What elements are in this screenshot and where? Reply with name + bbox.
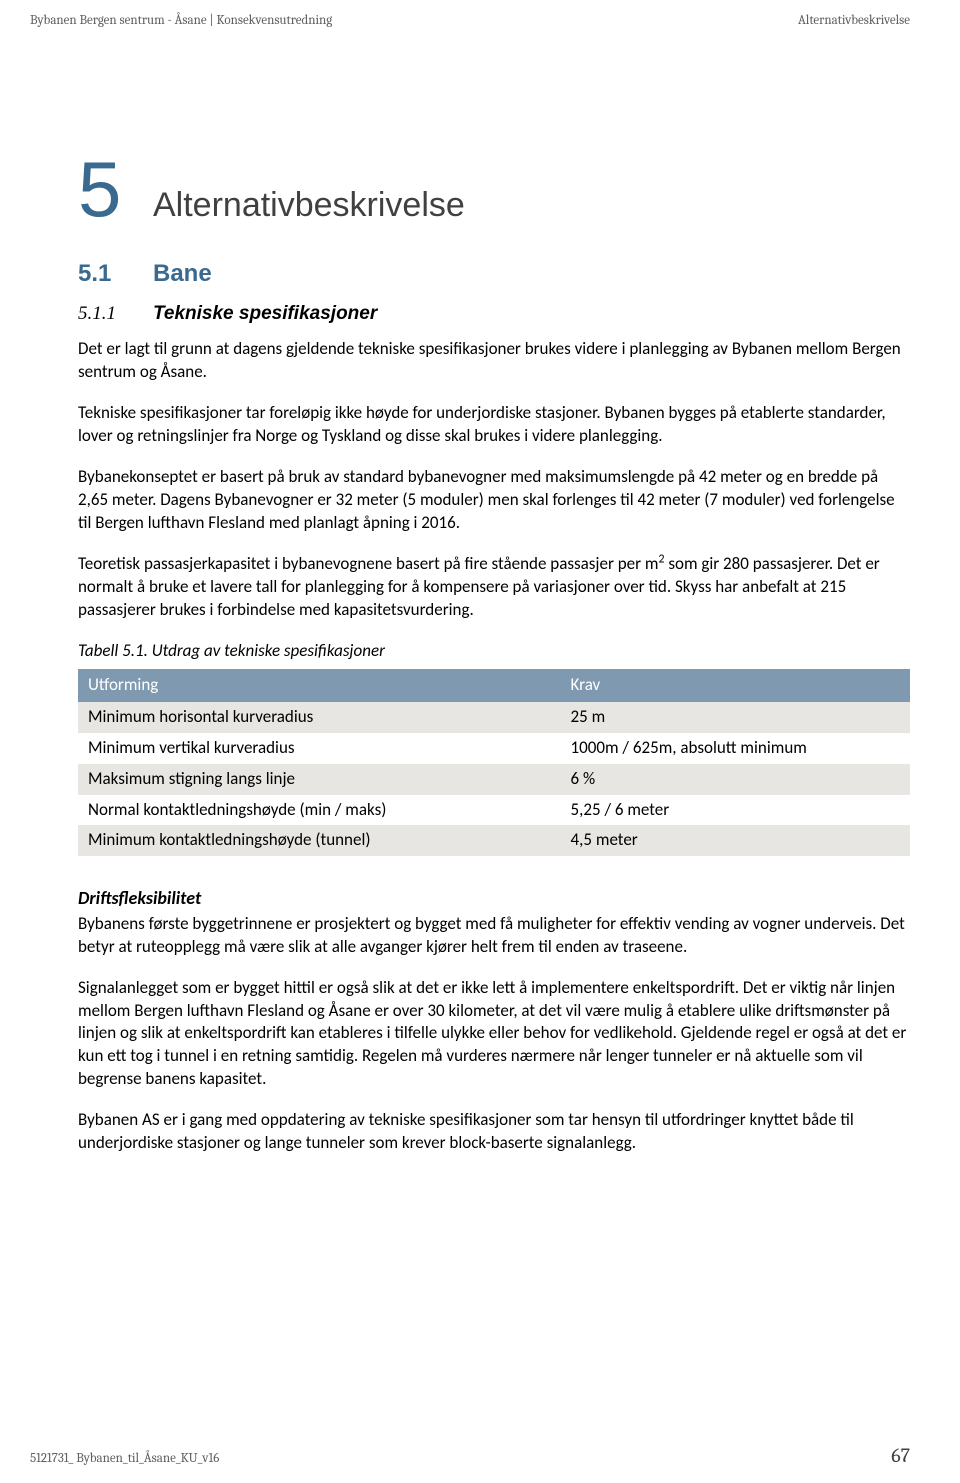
chapter-number: 5 (78, 150, 153, 228)
paragraph: Det er lagt til grunn at dagens gjeldend… (78, 338, 910, 384)
page-header: Bybanen Bergen sentrum - Åsane | Konsekv… (0, 0, 960, 30)
table-header-row: Utforming Krav (78, 669, 910, 702)
page-content: 5 Alternativbeskrivelse 5.1 Bane 5.1.1 T… (0, 150, 960, 1156)
chapter-heading: 5 Alternativbeskrivelse (78, 150, 910, 229)
table-cell: Minimum horisontal kurveradius (78, 702, 561, 733)
subheading: Driftsfleksibilitet (78, 886, 910, 910)
table-header-cell: Krav (561, 669, 910, 702)
paragraph: Bybanen AS er i gang med oppdatering av … (78, 1109, 910, 1155)
table-cell: 1000m / 625m, absolutt minimum (561, 733, 910, 764)
table-cell: 5,25 / 6 meter (561, 795, 910, 826)
table-cell: Maksimum stigning langs linje (78, 764, 561, 795)
chapter-title: Alternativbeskrivelse (153, 183, 465, 229)
table-header-cell: Utforming (78, 669, 561, 702)
table-cell: 4,5 meter (561, 825, 910, 856)
table-cell: 25 m (561, 702, 910, 733)
section-heading: 5.1 Bane (78, 258, 910, 290)
table-caption: Tabell 5.1. Utdrag av tekniske spesifika… (78, 640, 910, 663)
table-cell: Minimum kontaktledningshøyde (tunnel) (78, 825, 561, 856)
paragraph-part: Teoretisk passasjerkapasitet i bybanevog… (78, 553, 658, 574)
paragraph: Bybanens første byggetrinnene er prosjek… (78, 913, 910, 959)
page-footer: 5121731_ Bybanen_til_Åsane_KU_v16 67 (30, 1442, 910, 1469)
section-number: 5.1 (78, 258, 153, 290)
paragraph: Signalanlegget som er bygget hittil er o… (78, 977, 910, 1092)
table-row: Maksimum stigning langs linje 6 % (78, 764, 910, 795)
table-cell: 6 % (561, 764, 910, 795)
table-row: Minimum vertikal kurveradius 1000m / 625… (78, 733, 910, 764)
subsection-heading: 5.1.1 Tekniske spesifikasjoner (78, 301, 910, 327)
body-text: Det er lagt til grunn at dagens gjeldend… (78, 338, 910, 1155)
section-title: Bane (153, 258, 212, 290)
spec-table: Utforming Krav Minimum horisontal kurver… (78, 669, 910, 857)
subsection-title: Tekniske spesifikasjoner (153, 301, 377, 327)
paragraph: Tekniske spesifikasjoner tar foreløpig i… (78, 402, 910, 448)
table-row: Minimum horisontal kurveradius 25 m (78, 702, 910, 733)
table-row: Minimum kontaktledningshøyde (tunnel) 4,… (78, 825, 910, 856)
table-cell: Normal kontaktledningshøyde (min / maks) (78, 795, 561, 826)
paragraph: Bybanekonseptet er basert på bruk av sta… (78, 466, 910, 535)
paragraph: Teoretisk passasjerkapasitet i bybanevog… (78, 553, 910, 622)
subsection-number: 5.1.1 (78, 301, 153, 327)
page-number: 67 (891, 1442, 910, 1469)
footer-left: 5121731_ Bybanen_til_Åsane_KU_v16 (30, 1450, 219, 1468)
table-cell: Minimum vertikal kurveradius (78, 733, 561, 764)
header-left: Bybanen Bergen sentrum - Åsane | Konsekv… (30, 12, 332, 30)
table-row: Normal kontaktledningshøyde (min / maks)… (78, 795, 910, 826)
header-right: Alternativbeskrivelse (798, 12, 910, 30)
